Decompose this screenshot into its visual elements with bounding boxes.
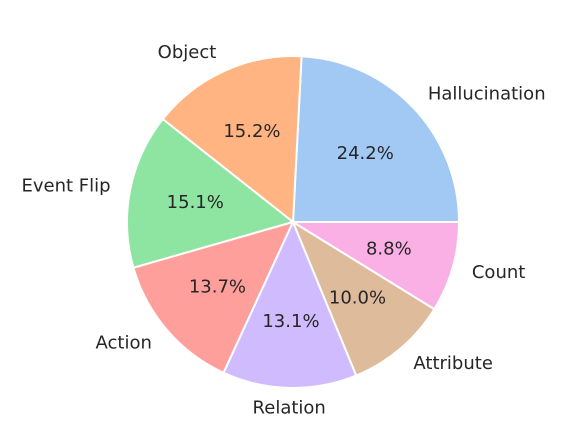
pie-percent-label-event-flip: 15.1% xyxy=(167,192,224,213)
pie-slice-hallucination xyxy=(291,55,461,223)
pie-category-label-attribute: Attribute xyxy=(413,353,492,374)
pie-category-label-action: Action xyxy=(96,333,152,354)
pie-slice-relation xyxy=(222,219,358,389)
pie-percent-labels: 24.2% 15.2% 15.1% 13.7% 13.1% 10.0% 8.8% xyxy=(167,121,412,332)
pie-slice-event-flip xyxy=(126,117,296,270)
pie-percent-label-attribute: 10.0% xyxy=(329,287,386,308)
pie-category-label-count: Count xyxy=(472,262,525,283)
pie-percent-label-action: 13.7% xyxy=(189,276,246,297)
pie-percent-label-object: 15.2% xyxy=(223,121,280,142)
pie-percent-label-count: 8.8% xyxy=(366,239,412,260)
pie-category-labels: Hallucination Object Event Flip Action Relat… xyxy=(22,42,546,418)
pie-slice-attribute xyxy=(290,219,436,377)
pie-percent-label-relation: 13.1% xyxy=(262,311,319,332)
pie-category-label-hallucination: Hallucination xyxy=(428,83,546,104)
pie-category-label-object: Object xyxy=(158,42,217,63)
pie-category-label-event-flip: Event Flip xyxy=(22,176,111,197)
pie-slice-count xyxy=(289,221,461,311)
pie-slices xyxy=(126,55,461,389)
pie-slice-object xyxy=(161,55,303,224)
pie-percent-label-hallucination: 24.2% xyxy=(337,143,394,164)
pie-slice-action xyxy=(132,220,295,375)
pie-category-label-relation: Relation xyxy=(253,397,326,418)
